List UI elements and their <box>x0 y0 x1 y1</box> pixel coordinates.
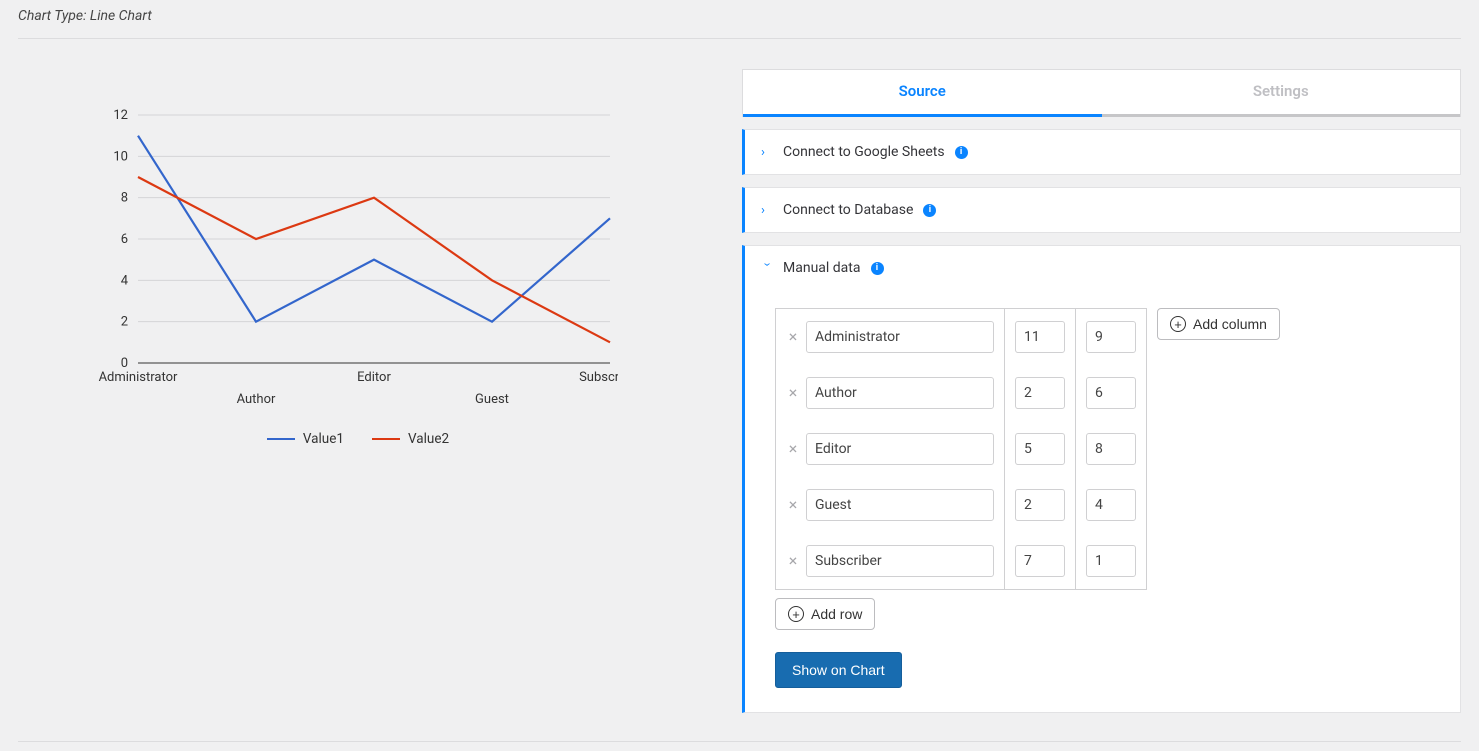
panel-database[interactable]: › Connect to Database i <box>742 187 1461 233</box>
row-value1-input[interactable] <box>1015 377 1065 409</box>
add-row-button[interactable]: + Add row <box>775 598 875 630</box>
svg-text:6: 6 <box>121 232 128 247</box>
tab-settings[interactable]: Settings <box>1102 70 1461 117</box>
tab-source-label: Source <box>899 82 946 100</box>
legend-swatch <box>267 438 295 441</box>
tabs: Source Settings <box>742 69 1461 117</box>
legend-swatch <box>372 438 400 441</box>
chart-type-label: Chart Type: Line Chart <box>18 8 152 24</box>
info-icon[interactable]: i <box>923 204 936 217</box>
config-panel: Source Settings › Connect to Google Shee… <box>742 69 1461 713</box>
row-value1-input[interactable] <box>1015 321 1065 353</box>
svg-text:Administrator: Administrator <box>99 370 178 385</box>
svg-text:Author: Author <box>237 392 276 407</box>
row-value2-input[interactable] <box>1086 433 1136 465</box>
plus-icon: + <box>788 606 804 622</box>
delete-row-icon[interactable]: × <box>786 553 800 569</box>
plus-icon: + <box>1170 316 1186 332</box>
data-col-label: × × × × × <box>776 309 1005 589</box>
panel-google-sheets[interactable]: › Connect to Google Sheets i <box>742 129 1461 175</box>
svg-text:12: 12 <box>113 109 128 123</box>
legend-label: Value2 <box>408 431 449 447</box>
row-value1-input[interactable] <box>1015 545 1065 577</box>
add-column-button[interactable]: + Add column <box>1157 308 1280 340</box>
row-value2-input[interactable] <box>1086 377 1136 409</box>
add-row-label: Add row <box>811 606 862 622</box>
row-value1-input[interactable] <box>1015 489 1065 521</box>
tab-source[interactable]: Source <box>743 70 1102 117</box>
chart-area: 0 2 4 6 8 10 12 Administrator Author Editor Guest S… <box>18 69 718 713</box>
chevron-down-icon: › <box>760 262 775 274</box>
data-col-value2 <box>1076 309 1146 589</box>
svg-text:0: 0 <box>121 356 128 371</box>
row-label-input[interactable] <box>806 377 994 409</box>
chart-legend: Value1 Value2 <box>98 431 618 447</box>
svg-text:10: 10 <box>113 149 128 164</box>
svg-text:Subscriber: Subscriber <box>579 370 618 385</box>
delete-row-icon[interactable]: × <box>786 441 800 457</box>
row-value2-input[interactable] <box>1086 545 1136 577</box>
row-value1-input[interactable] <box>1015 433 1065 465</box>
svg-text:8: 8 <box>121 191 128 206</box>
legend-label: Value1 <box>303 431 344 447</box>
row-value2-input[interactable] <box>1086 489 1136 521</box>
chevron-right-icon: › <box>761 145 773 160</box>
chart-type-header: Chart Type: Line Chart <box>18 0 1461 39</box>
panel-manual-data-header[interactable]: › Manual data i <box>745 246 1460 290</box>
data-col-value1 <box>1005 309 1076 589</box>
row-label-input[interactable] <box>806 433 994 465</box>
line-chart: 0 2 4 6 8 10 12 Administrator Author Editor Guest S… <box>98 109 618 429</box>
tab-settings-label: Settings <box>1253 82 1309 100</box>
delete-row-icon[interactable]: × <box>786 385 800 401</box>
panel-manual-data: › Manual data i × × × × × + Add column <box>742 245 1461 713</box>
show-on-chart-label: Show on Chart <box>792 662 885 678</box>
panel-database-label: Connect to Database <box>783 202 913 218</box>
row-value2-input[interactable] <box>1086 321 1136 353</box>
data-grid: × × × × × <box>775 308 1147 590</box>
delete-row-icon[interactable]: × <box>786 329 800 345</box>
svg-text:Guest: Guest <box>475 392 509 407</box>
svg-text:Editor: Editor <box>357 370 391 385</box>
delete-row-icon[interactable]: × <box>786 497 800 513</box>
legend-item[interactable]: Value1 <box>267 431 344 447</box>
chevron-right-icon: › <box>761 203 773 218</box>
row-label-input[interactable] <box>806 321 994 353</box>
legend-item[interactable]: Value2 <box>372 431 449 447</box>
panel-manual-data-label: Manual data <box>783 260 861 276</box>
add-column-label: Add column <box>1193 316 1267 332</box>
show-on-chart-button[interactable]: Show on Chart <box>775 652 902 688</box>
svg-text:2: 2 <box>121 315 128 330</box>
panel-google-sheets-label: Connect to Google Sheets <box>783 144 945 160</box>
info-icon[interactable]: i <box>955 146 968 159</box>
info-icon[interactable]: i <box>871 262 884 275</box>
svg-text:4: 4 <box>121 273 129 288</box>
row-label-input[interactable] <box>806 489 994 521</box>
row-label-input[interactable] <box>806 545 994 577</box>
